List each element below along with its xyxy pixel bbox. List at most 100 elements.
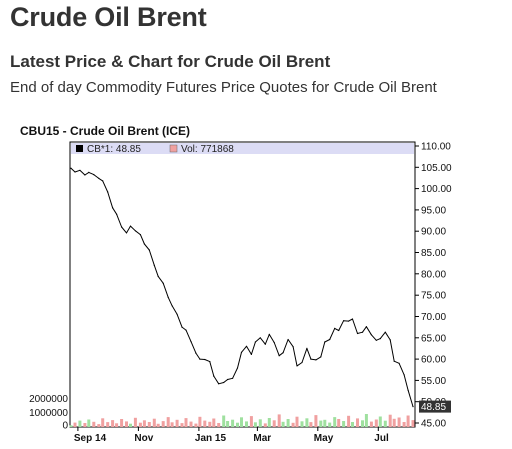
price-point xyxy=(370,334,372,336)
y-tick-label: 95.00 xyxy=(421,205,446,216)
volume-bar xyxy=(323,419,327,427)
page-description: End of day Commodity Futures Price Quote… xyxy=(10,79,437,96)
volume-bar xyxy=(161,421,165,427)
price-point xyxy=(351,318,354,320)
volume-bar xyxy=(300,421,304,427)
price-point xyxy=(315,359,317,361)
price-point xyxy=(329,338,331,341)
volume-bar xyxy=(364,414,368,427)
volume-bar xyxy=(281,421,285,427)
price-point xyxy=(398,362,400,364)
volume-bar xyxy=(69,425,73,427)
volume-bar xyxy=(73,422,77,427)
volume-bar xyxy=(277,414,281,427)
volume-bar xyxy=(328,422,332,427)
volume-bar xyxy=(180,423,184,427)
legend-bar xyxy=(71,143,414,154)
volume-bar xyxy=(142,420,146,427)
volume-bar xyxy=(305,418,309,427)
price-point xyxy=(162,282,164,284)
volume-bar xyxy=(78,420,82,427)
volume-bar xyxy=(208,421,212,427)
price-point xyxy=(334,327,336,329)
price-point xyxy=(236,367,239,369)
volume-bar xyxy=(249,416,253,427)
volume-bar xyxy=(83,423,87,427)
y-tick-label: 70.00 xyxy=(421,312,446,323)
volume-bar xyxy=(258,419,262,427)
price-point xyxy=(195,352,197,354)
volume-bar xyxy=(319,420,323,427)
volume-legend-icon xyxy=(169,144,178,153)
price-point xyxy=(389,339,391,341)
volume-bar xyxy=(337,419,341,427)
price-point xyxy=(292,346,294,348)
volume-bar xyxy=(147,422,151,427)
price-point xyxy=(134,230,136,232)
price-point xyxy=(148,249,150,251)
last-price-marker xyxy=(419,400,451,413)
price-point xyxy=(296,365,298,367)
volume-bar xyxy=(111,420,115,427)
page-title: Crude Oil Brent xyxy=(10,2,207,32)
volume-bar xyxy=(87,419,91,427)
volume-bar xyxy=(175,419,179,427)
y-tick-label: 80.00 xyxy=(421,269,446,280)
price-point xyxy=(273,341,275,344)
price-legend-label: CB*1: 48.85 xyxy=(87,144,141,155)
price-point xyxy=(240,351,243,353)
volume-bar xyxy=(129,423,132,427)
volume-bar xyxy=(286,419,290,427)
price-point xyxy=(264,343,266,345)
price-point xyxy=(190,341,192,343)
volume-bar xyxy=(333,417,337,427)
price-point xyxy=(324,341,326,343)
price-point xyxy=(88,171,90,173)
y-tick-label: 60.00 xyxy=(421,355,446,366)
volume-bar xyxy=(101,418,105,427)
price-point xyxy=(343,320,345,322)
volume-bar xyxy=(369,421,373,427)
volume-bar xyxy=(383,420,387,427)
price-point xyxy=(245,345,248,347)
price-point xyxy=(79,169,81,171)
price-point xyxy=(70,167,72,169)
price-point xyxy=(310,358,312,360)
price-point xyxy=(393,360,395,362)
volume-bar xyxy=(222,415,226,427)
plot-area xyxy=(69,141,416,428)
volume-bar xyxy=(152,418,156,427)
price-point xyxy=(143,243,145,245)
price-chart[interactable]: CBU15 - Crude Oil Brent (ICE) CB*1: 48.8… xyxy=(0,118,512,449)
volume-bar xyxy=(240,417,243,427)
price-point xyxy=(209,361,211,363)
volume-bar xyxy=(231,419,235,427)
volume-tick-label: 1000000 xyxy=(29,408,68,419)
price-point xyxy=(121,226,123,228)
volume-bar xyxy=(314,415,318,427)
volume-bar xyxy=(309,422,313,427)
price-point xyxy=(361,331,364,333)
volume-bar xyxy=(245,421,248,427)
y-tick-label: 85.00 xyxy=(421,248,446,259)
y-tick-label: 105.00 xyxy=(421,163,452,174)
last-price-label: 48.85 xyxy=(421,402,446,413)
volume-bar xyxy=(356,418,359,427)
volume-bar xyxy=(226,421,230,427)
volume-bar xyxy=(115,423,119,427)
y-tick-label: 75.00 xyxy=(421,291,446,302)
x-tick-label: Sep 14 xyxy=(74,433,107,444)
volume-bar xyxy=(263,423,267,427)
price-point xyxy=(278,355,280,357)
volume-bar xyxy=(406,415,410,427)
price-point xyxy=(213,375,215,377)
volume-bar xyxy=(361,420,364,427)
price-point xyxy=(157,275,159,277)
price-point xyxy=(407,389,409,391)
price-point xyxy=(365,326,367,328)
volume-bar xyxy=(291,422,295,427)
y-tick-label: 100.00 xyxy=(421,184,452,195)
volume-bar xyxy=(184,418,188,427)
volume-bar xyxy=(120,419,124,427)
volume-bar xyxy=(267,418,271,427)
